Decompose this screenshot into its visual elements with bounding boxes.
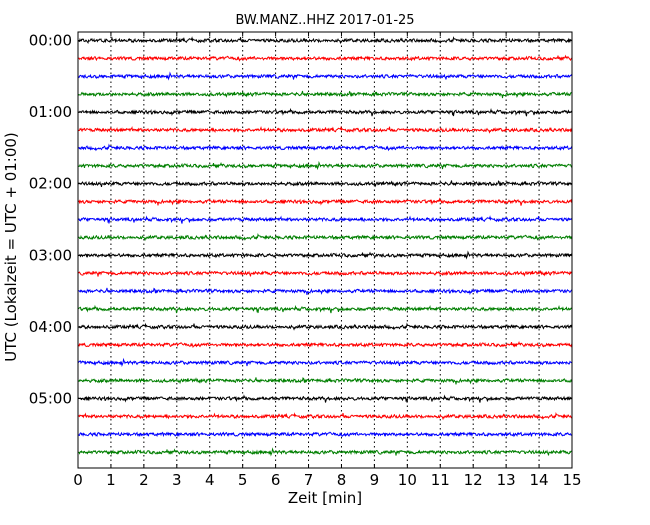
x-tick-label: 1: [106, 471, 116, 489]
seismic-trace: [77, 357, 573, 368]
seismic-trace: [77, 143, 573, 152]
x-tick-label: 9: [370, 471, 380, 489]
seismic-trace: [77, 71, 573, 81]
plot-frame: [77, 31, 573, 469]
seismic-trace: [77, 269, 573, 277]
y-tick-label: 03:00: [29, 246, 72, 264]
seismic-trace: [77, 233, 573, 242]
x-tick-label: 4: [205, 471, 215, 489]
trace-group: [77, 36, 573, 457]
seismic-trace: [77, 90, 573, 99]
seismic-trace: [77, 215, 573, 224]
seismic-trace: [77, 36, 573, 45]
y-axis-label: UTC (Lokalzeit = UTC + 01:00): [2, 132, 20, 362]
x-tick-label: 0: [73, 471, 83, 489]
seismic-trace: [77, 304, 573, 314]
x-tick-label: 13: [497, 471, 516, 489]
seismic-trace: [77, 394, 573, 403]
y-tick-label: 05:00: [29, 390, 72, 408]
seismic-trace: [77, 180, 572, 188]
seismic-trace: [77, 197, 573, 206]
seismic-trace: [77, 125, 573, 134]
seismic-trace: [77, 250, 573, 260]
x-tick-label: 8: [337, 471, 347, 489]
y-tick-label: 04:00: [29, 318, 72, 336]
x-tick-label: 2: [139, 471, 149, 489]
x-tick-label: 5: [238, 471, 248, 489]
x-tick-label: 7: [304, 471, 314, 489]
chart-title: BW.MANZ..HHZ 2017-01-25: [235, 13, 414, 28]
x-axis: 0 1 2 3 4 5 6 7 8 9 10 11 12 13 14 15: [73, 32, 582, 489]
seismic-trace: [77, 160, 573, 171]
x-tick-label: 10: [398, 471, 417, 489]
x-tick-label: 15: [562, 471, 581, 489]
seismic-trace: [77, 107, 573, 117]
seismic-trace: [77, 447, 573, 457]
y-axis: 00:00 01:00 02:00 03:00 04:00 05:00: [29, 32, 572, 408]
seismic-trace: [77, 412, 573, 421]
seismic-trace: [77, 322, 573, 331]
vertical-grid: [110, 32, 540, 468]
y-tick-label: 01:00: [29, 103, 72, 121]
seismic-trace: [77, 287, 573, 296]
x-tick-label: 11: [431, 471, 450, 489]
seismic-trace: [77, 341, 573, 349]
x-tick-label: 14: [530, 471, 549, 489]
y-tick-label: 00:00: [29, 32, 72, 50]
seismic-trace: [77, 377, 573, 385]
x-axis-label: Zeit [min]: [288, 489, 362, 507]
seismic-trace: [77, 431, 573, 438]
x-tick-label: 3: [172, 471, 182, 489]
x-tick-label: 6: [271, 471, 281, 489]
y-tick-label: 02:00: [29, 175, 72, 193]
seismic-trace: [77, 54, 573, 62]
x-tick-label: 12: [464, 471, 483, 489]
